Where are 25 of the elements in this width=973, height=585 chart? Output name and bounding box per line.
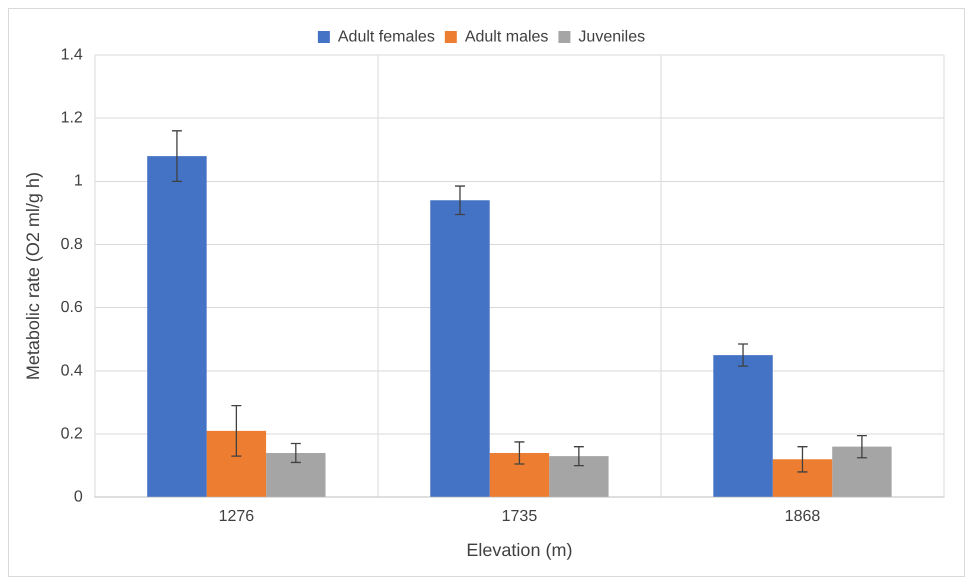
bar [772,459,832,497]
bar [549,456,609,497]
y-tick-label: 1 [74,172,83,190]
bar [147,156,207,497]
bar [713,355,773,497]
y-tick-label: 0.6 [60,299,83,316]
legend-label: Adult females [338,28,435,46]
bar [832,446,892,497]
x-tick-label: 1868 [784,508,820,526]
bar [266,452,326,497]
y-tick-label: 1.2 [60,110,83,127]
y-tick-label: 0.2 [60,425,83,442]
y-axis-title: Metabolic rate (O2 ml/g h) [22,172,43,380]
y-tick-label: 1.4 [60,46,83,64]
bar [206,430,266,497]
y-tick-label: 0.8 [60,236,83,253]
y-tick-label: 0 [74,488,83,506]
legend-label: Adult males [464,28,548,46]
bar [430,200,490,497]
legend-label: Juveniles [578,28,646,46]
x-axis-title: Elevation (m) [466,540,572,560]
x-tick-label: 1735 [502,508,538,526]
y-tick-label: 0.4 [60,362,83,380]
x-tick-label: 1276 [218,508,254,526]
bar [490,452,550,497]
